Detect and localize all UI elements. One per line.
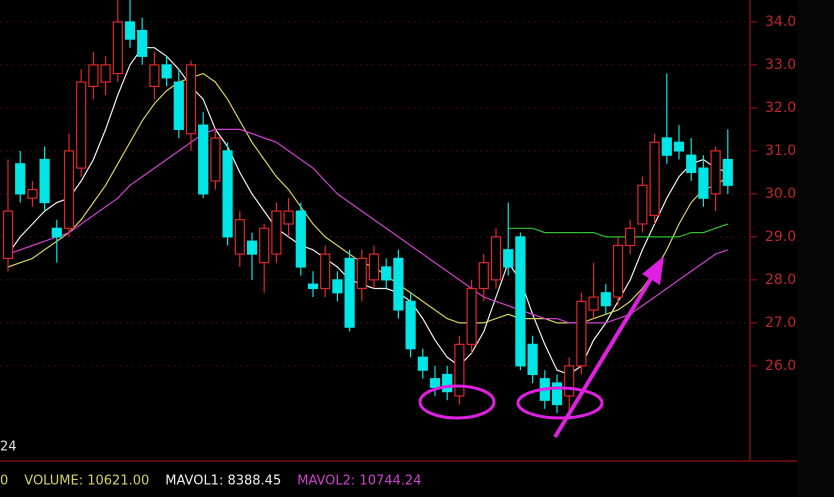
candle-body (307, 283, 319, 290)
candle-body (259, 227, 270, 264)
candle-body (137, 29, 148, 57)
candle-body (564, 365, 575, 397)
arrow-head (642, 256, 664, 285)
candle-body (368, 253, 380, 281)
candle-body (112, 21, 123, 75)
candle-body (722, 158, 733, 186)
candle-body (600, 292, 611, 307)
candle-body (283, 210, 294, 225)
y-tick-label: 32.0 (765, 100, 796, 116)
edge-mask (797, 0, 834, 497)
candle-body (466, 287, 477, 345)
candle-body (637, 184, 648, 225)
candle-body (661, 137, 672, 156)
footer-label: MAVOL2: 10744.24 (297, 474, 421, 489)
candle-body (2, 210, 14, 259)
candle-body (246, 240, 258, 255)
y-tick-label: 28.0 (765, 272, 796, 288)
candle-body (551, 382, 563, 406)
annotations (418, 256, 664, 439)
candle-body (234, 219, 245, 255)
candle-body (76, 81, 87, 169)
footer-label: VOLUME: 10621.00 (24, 474, 149, 489)
y-tick-label: 26.0 (765, 358, 796, 374)
footer-label: MAVOL1: 8388.45 (165, 474, 281, 489)
candle-body (198, 124, 209, 195)
candle-body (417, 356, 428, 371)
y-tick-label: 33.0 (765, 57, 796, 73)
highlight-ellipse (516, 386, 604, 420)
moving-average-line (7, 72, 729, 324)
candle-body (63, 150, 75, 229)
moving-average-line (7, 128, 728, 324)
candle-body (515, 236, 526, 367)
trend-arrow (553, 270, 657, 439)
candle-body (210, 137, 221, 182)
candle-body (149, 64, 160, 88)
candle-body (271, 210, 282, 255)
moving-average-line (7, 47, 728, 376)
highlight-ellipse (418, 384, 496, 420)
candle-body (503, 249, 514, 268)
candle-body (124, 21, 136, 40)
candle-body (320, 253, 331, 290)
candle-body (576, 300, 587, 367)
candle-body (15, 163, 26, 195)
footer-label: 0 (0, 474, 8, 489)
corner-label: 24 (0, 440, 17, 455)
candle-body (51, 227, 62, 238)
candle-body (27, 188, 38, 199)
candle-body (649, 141, 660, 216)
y-tick-label: 30.0 (765, 186, 796, 202)
candle-body (381, 266, 392, 281)
candle-body (698, 167, 709, 199)
candle-body (612, 244, 624, 298)
candle-body (356, 257, 367, 290)
footer: 0 VOLUME: 10621.00 MAVOL1: 8388.45 MAVOL2: … (0, 474, 421, 489)
y-tick-label: 34.0 (765, 14, 796, 30)
candle-body (454, 343, 465, 397)
candle-body (405, 300, 416, 350)
y-tick-label: 29.0 (765, 229, 796, 245)
candle-body (625, 227, 636, 247)
candle-body (222, 150, 233, 238)
candle-body (344, 257, 355, 328)
candle-body (393, 257, 404, 311)
candle-body (88, 64, 99, 88)
candle-body (442, 373, 453, 393)
candle-body (295, 210, 306, 268)
candle-body (686, 154, 697, 173)
candle-body (39, 158, 50, 204)
candle-body (588, 296, 599, 311)
candle-body (100, 64, 111, 83)
candle-body (673, 141, 685, 152)
candle-body (490, 236, 502, 281)
y-tick-label: 31.0 (765, 143, 796, 159)
candle-body (710, 150, 721, 195)
candle-body (173, 81, 184, 131)
candle-body (478, 262, 489, 290)
y-tick-label: 27.0 (765, 315, 796, 331)
candle-body (332, 279, 343, 294)
candle-body (161, 64, 172, 79)
plot-area: 26.0 27.0 28.0 29.0 30.0 31.0 32.0 33.0 34.0 (0, 0, 796, 418)
candle-body (185, 64, 197, 135)
candle-body (527, 343, 538, 376)
candle-body (429, 378, 441, 388)
